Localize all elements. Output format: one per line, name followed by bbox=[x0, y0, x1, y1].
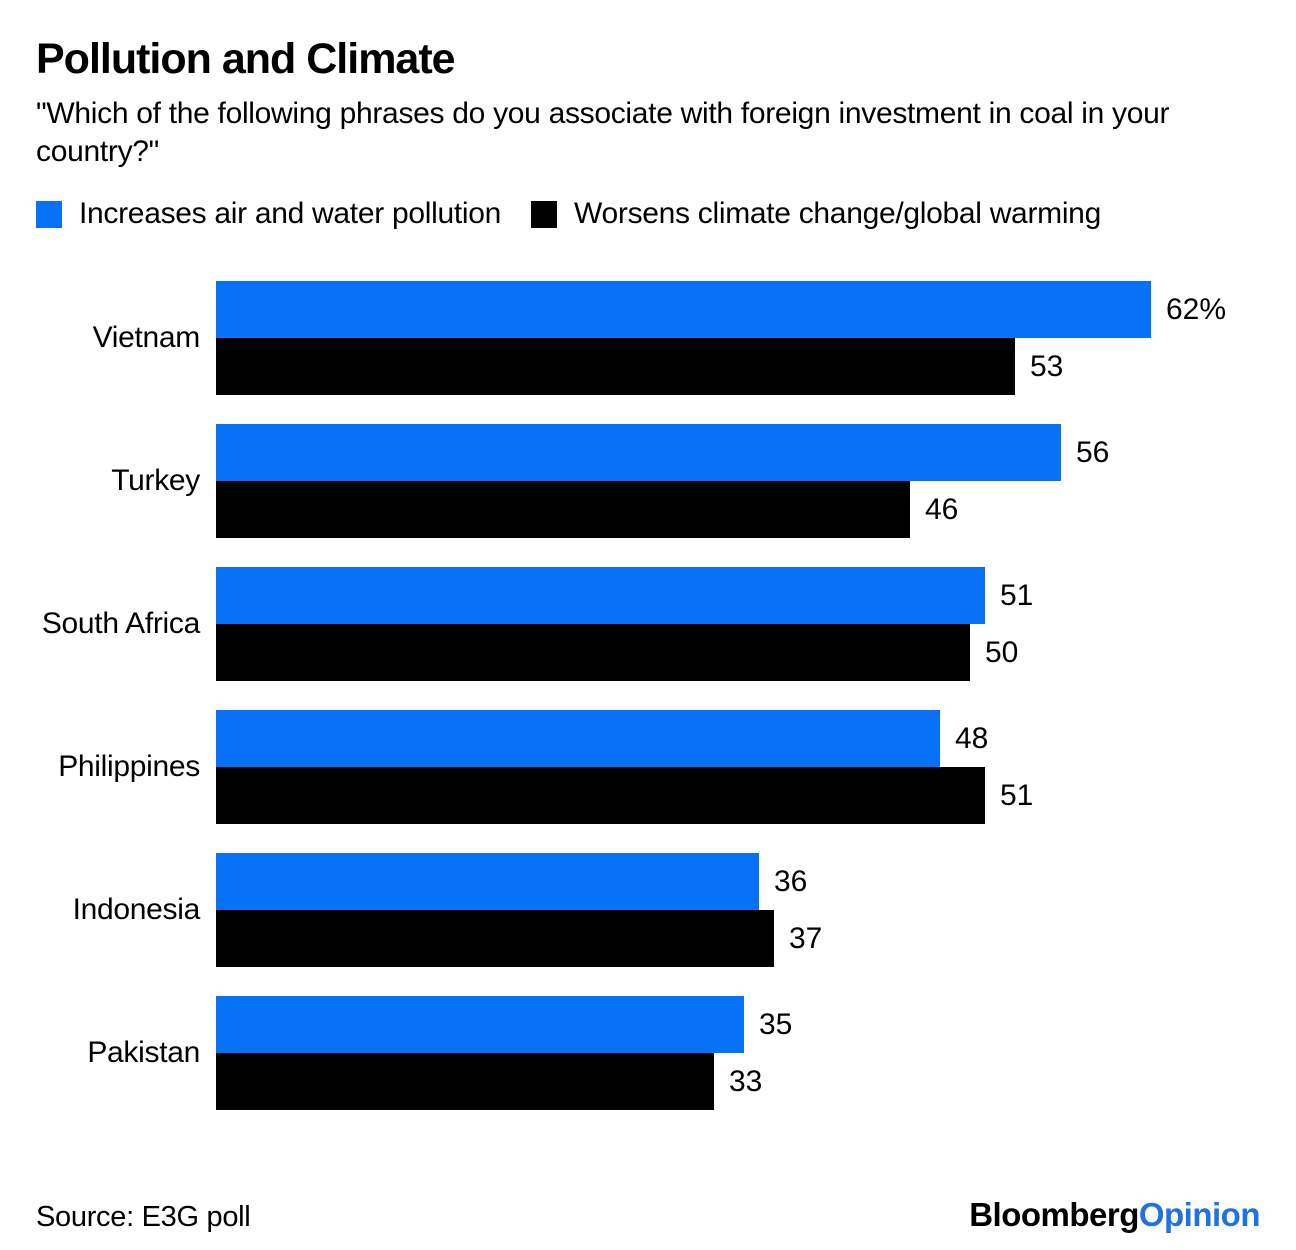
country-label: Philippines bbox=[58, 750, 200, 784]
climate-bar-line: 53 bbox=[216, 338, 1226, 396]
pollution-bar bbox=[216, 710, 940, 768]
climate-value: 33 bbox=[729, 1064, 763, 1098]
legend-item-climate: Worsens climate change/global warming bbox=[531, 197, 1101, 231]
bloomberg-opinion-logo: BloombergOpinion bbox=[969, 1196, 1260, 1234]
climate-bar-line: 51 bbox=[216, 767, 1034, 825]
pollution-value: 51 bbox=[1000, 578, 1034, 612]
pollution-bar-line: 51 bbox=[216, 567, 1034, 625]
country-row: Philippines 48 51 bbox=[36, 710, 1260, 825]
logo-opinion: Opinion bbox=[1138, 1196, 1261, 1233]
climate-bar bbox=[216, 910, 774, 968]
country-label: Vietnam bbox=[92, 321, 201, 355]
pollution-value: 36 bbox=[774, 864, 808, 898]
climate-value: 37 bbox=[789, 921, 823, 955]
pollution-bar-line: 62% bbox=[216, 281, 1227, 339]
pollution-swatch-icon bbox=[36, 200, 62, 228]
bar-group: 56 46 bbox=[216, 424, 1110, 539]
country-row: Indonesia 36 37 bbox=[36, 853, 1260, 968]
country-label: South Africa bbox=[41, 607, 200, 641]
pollution-bar-line: 35 bbox=[216, 996, 793, 1054]
pollution-bar bbox=[216, 853, 759, 911]
climate-value: 50 bbox=[985, 635, 1019, 669]
bar-group: 36 37 bbox=[216, 853, 823, 968]
climate-value: 53 bbox=[1030, 349, 1064, 383]
country-label: Pakistan bbox=[87, 1036, 200, 1070]
footer: Source: E3G poll BloombergOpinion bbox=[36, 1196, 1261, 1234]
country-row: Turkey 56 46 bbox=[36, 424, 1260, 539]
legend-item-pollution: Increases air and water pollution bbox=[36, 197, 501, 231]
climate-bar bbox=[216, 481, 910, 539]
pollution-value: 62% bbox=[1166, 292, 1227, 326]
bar-group: 48 51 bbox=[216, 710, 1034, 825]
country-label: Turkey bbox=[111, 464, 200, 498]
climate-bar-line: 37 bbox=[216, 910, 823, 968]
climate-bar-line: 46 bbox=[216, 481, 1109, 539]
climate-swatch-icon bbox=[531, 200, 558, 228]
bar-group: 62% 53 bbox=[216, 281, 1227, 396]
legend-label-climate: Worsens climate change/global warming bbox=[574, 197, 1101, 231]
chart-subtitle: "Which of the following phrases do you a… bbox=[36, 97, 1170, 169]
pollution-bar-line: 48 bbox=[216, 710, 1033, 768]
bar-group: 35 33 bbox=[216, 996, 793, 1111]
pollution-bar bbox=[216, 996, 744, 1054]
climate-bar bbox=[216, 1053, 714, 1111]
pollution-value: 35 bbox=[759, 1007, 793, 1041]
country-row: South Africa 51 50 bbox=[36, 567, 1260, 682]
page-title: Pollution and Climate bbox=[36, 35, 456, 83]
pollution-bar-line: 36 bbox=[216, 853, 822, 911]
pollution-bar-line: 56 bbox=[216, 424, 1110, 482]
legend-label-pollution: Increases air and water pollution bbox=[79, 197, 502, 231]
climate-value: 46 bbox=[925, 492, 959, 526]
source-note: Source: E3G poll bbox=[36, 1201, 251, 1233]
pollution-bar bbox=[216, 567, 985, 625]
climate-bar-line: 50 bbox=[216, 624, 1033, 682]
country-row: Vietnam 62% 53 bbox=[36, 281, 1260, 396]
country-row: Pakistan 35 33 bbox=[36, 996, 1260, 1111]
climate-bar bbox=[216, 624, 970, 682]
logo-bloomberg: Bloomberg bbox=[969, 1196, 1139, 1233]
climate-bar-line: 33 bbox=[216, 1053, 792, 1111]
bar-chart: Vietnam 62% 53 Turkey 56 bbox=[36, 281, 1260, 1111]
country-label: Indonesia bbox=[72, 893, 201, 927]
climate-value: 51 bbox=[1000, 778, 1034, 812]
legend: Increases air and water pollution Worsen… bbox=[36, 197, 1260, 231]
climate-bar bbox=[216, 338, 1015, 396]
bar-group: 51 50 bbox=[216, 567, 1034, 682]
climate-bar bbox=[216, 767, 985, 825]
pollution-value: 56 bbox=[1076, 435, 1110, 469]
pollution-value: 48 bbox=[955, 721, 989, 755]
pollution-bar bbox=[216, 424, 1061, 482]
pollution-bar bbox=[216, 281, 1151, 339]
